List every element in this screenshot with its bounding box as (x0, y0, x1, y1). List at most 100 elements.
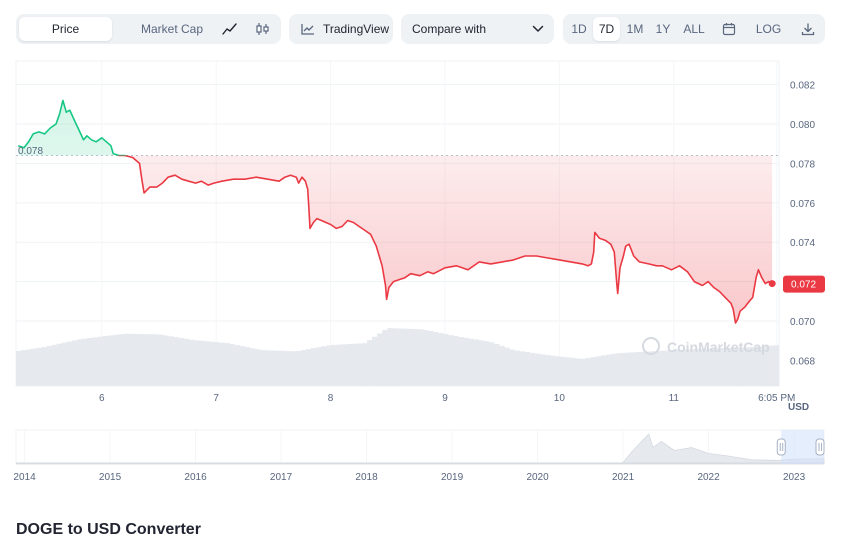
compare-with-dropdown[interactable]: Compare with (401, 14, 554, 44)
y-tick-label: 0.068 (790, 356, 815, 367)
range-1m-button[interactable]: 1M (626, 22, 644, 36)
navigator-year-label: 2017 (270, 472, 293, 483)
volume-bar (132, 333, 139, 386)
range-navigator[interactable]: 2014 2015 2016 2017 2018 2019 2020 2021 2022 2023 (13, 429, 825, 483)
volume-bar (66, 341, 73, 386)
volume-bar (219, 342, 225, 386)
volume-bar (656, 350, 663, 386)
range-7d-button[interactable]: 7D (593, 17, 620, 41)
compare-with-label: Compare with (412, 22, 487, 36)
y-tick-label: 0.082 (790, 81, 815, 92)
volume-bar (199, 340, 205, 386)
volume-bar (768, 345, 775, 386)
volume-bar (77, 339, 83, 386)
volume-bar (183, 338, 190, 386)
volume-bar (127, 333, 134, 386)
range-all-button[interactable]: ALL (683, 22, 705, 36)
download-button[interactable] (795, 17, 821, 41)
volume-bar (641, 351, 648, 386)
volume-bar (733, 347, 739, 386)
volume-bar (87, 338, 93, 386)
volume-bar (438, 333, 444, 386)
volume-bar (555, 356, 561, 386)
volume-bar (473, 339, 480, 386)
current-price-tag: 0.072 (783, 275, 825, 293)
volume-bar (56, 343, 63, 386)
volume-bar (702, 348, 709, 386)
volume-bar (417, 329, 424, 386)
line-chart-button[interactable] (215, 17, 245, 41)
volume-bar (606, 354, 612, 386)
navigator-handle-right[interactable] (815, 438, 825, 456)
volume-bar (539, 354, 546, 386)
volume-bar (387, 328, 393, 386)
volume-bar (97, 336, 103, 386)
navigator-year-label: 2023 (783, 472, 806, 483)
line-chart-icon (222, 23, 237, 35)
volume-bar (478, 340, 485, 386)
volume-bar (738, 347, 744, 386)
price-chart: CoinMarketCap 0.082 0.080 0.078 0.076 0.074 0… (0, 55, 850, 545)
volume-bar (621, 352, 627, 386)
chevron-down-icon (532, 25, 544, 32)
volume-bar (300, 350, 307, 386)
area-below-reference (124, 155, 773, 323)
volume-bar (71, 340, 78, 386)
volume-bar (173, 337, 180, 386)
volume-bar (392, 328, 398, 386)
navigator-year-label: 2021 (612, 472, 635, 483)
y-tick-label: 0.080 (790, 120, 815, 131)
volume-bar (743, 347, 749, 386)
range-1y-button[interactable]: 1Y (655, 22, 671, 36)
converter-heading: DOGE to USD Converter (16, 521, 201, 538)
range-1d-button[interactable]: 1D (571, 22, 587, 36)
volume-bar (422, 329, 429, 386)
volume-bar (723, 347, 729, 386)
volume-bar (667, 350, 673, 386)
x-tick-label: 7 (213, 393, 219, 404)
tab-price[interactable]: Price (19, 17, 112, 41)
y-tick-label: 0.076 (790, 199, 815, 210)
volume-bar (514, 350, 520, 386)
volume-bar (265, 350, 271, 386)
volume-bar (595, 356, 602, 386)
date-range-button[interactable] (715, 17, 743, 41)
candlestick-button[interactable] (248, 17, 278, 41)
volume-bar (626, 352, 632, 386)
log-scale-button[interactable]: LOG (755, 22, 782, 36)
x-tick-label: 6:05 PM (758, 393, 795, 404)
tradingview-label: TradingView (323, 22, 390, 36)
volume-bar (728, 347, 734, 386)
volume-bar (290, 351, 297, 386)
volume-bar (580, 358, 587, 386)
volume-bar (407, 328, 414, 386)
navigator-year-label: 2014 (13, 472, 36, 483)
volume-bar (204, 341, 210, 386)
volume-bar (697, 348, 703, 386)
volume-bar (712, 348, 719, 386)
navigator-handle-left[interactable] (776, 438, 786, 456)
volume-bar (570, 357, 576, 386)
volume-bar (249, 348, 256, 386)
tab-market-cap[interactable]: Market Cap (140, 22, 204, 36)
range-group: 1D 7D 1M 1Y ALL LOG (563, 14, 825, 44)
volume-bar (244, 347, 251, 386)
volume-bar (36, 347, 42, 386)
volume-bar (356, 343, 363, 386)
tradingview-button[interactable]: TradingView (289, 14, 393, 44)
price-chart-svg: CoinMarketCap 0.0820.0800.0780.0760.0740… (13, 60, 825, 483)
volume-bar (163, 335, 169, 386)
watermark-text: CoinMarketCap (667, 339, 770, 355)
x-tick-label: 11 (669, 393, 680, 404)
volume-bar (377, 333, 383, 386)
volume-bar (758, 346, 765, 386)
volume-bar (565, 357, 571, 386)
price-line-green (18, 99, 129, 156)
volume-bar (545, 355, 551, 386)
volume-bar (82, 338, 88, 386)
calendar-icon (722, 23, 736, 36)
volume-bar (224, 343, 230, 386)
volume-bar (122, 333, 129, 386)
volume-bar (590, 357, 597, 386)
volume-bar (550, 355, 556, 386)
